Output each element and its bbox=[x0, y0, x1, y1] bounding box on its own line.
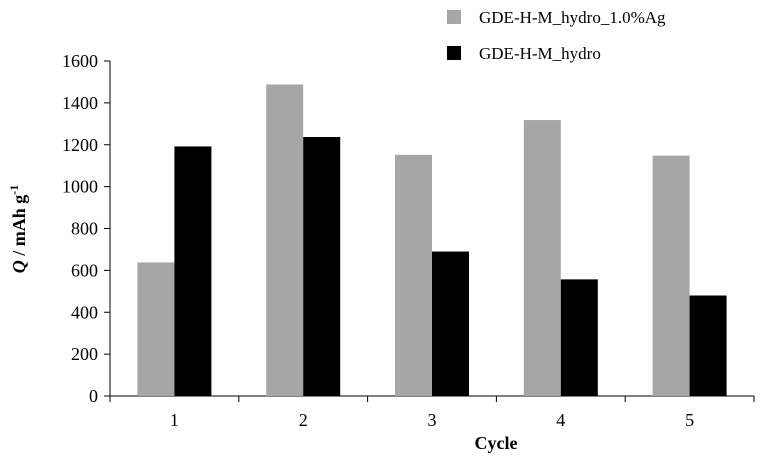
legend-swatch bbox=[447, 10, 461, 24]
legend-label: GDE-H-M_hydro_1.0%Ag bbox=[479, 8, 666, 27]
bar-hydro-series bbox=[560, 279, 598, 396]
bar-ag-series bbox=[652, 155, 690, 396]
x-axis: 1 2 3 4 5 bbox=[109, 395, 755, 430]
bar-hydro-series bbox=[303, 137, 341, 397]
y-tick-label: 200 bbox=[71, 344, 98, 364]
legend-label: GDE-H-M_hydro bbox=[479, 44, 601, 63]
x-tick-label: 1 bbox=[170, 410, 179, 430]
x-tick-label: 4 bbox=[556, 410, 565, 430]
y-tick-label: 1000 bbox=[62, 177, 98, 197]
bar-ag-series bbox=[266, 84, 304, 396]
y-axis: 0 200 400 600 800 1000 1200 1400 1600 bbox=[62, 51, 111, 406]
bar-hydro-series bbox=[432, 251, 469, 396]
x-tick-label: 2 bbox=[299, 410, 308, 430]
x-tick-label: 5 bbox=[685, 410, 694, 430]
bar-hydro-series bbox=[174, 146, 212, 396]
y-axis-title-unit: / mAh g bbox=[9, 195, 29, 261]
y-tick-label: 400 bbox=[71, 302, 98, 322]
y-tick-label: 800 bbox=[71, 219, 98, 239]
y-tick-label: 0 bbox=[89, 386, 98, 406]
y-axis-title-exponent: -1 bbox=[7, 185, 21, 195]
bar-ag-series bbox=[395, 154, 432, 396]
y-axis-title: Q / mAh g-1 bbox=[7, 185, 29, 274]
y-tick-label: 600 bbox=[71, 260, 98, 280]
bar-ag-series bbox=[523, 120, 561, 396]
bars bbox=[137, 84, 727, 397]
legend-swatch bbox=[447, 46, 461, 60]
y-tick-label: 1600 bbox=[62, 51, 98, 71]
x-tick-label: 3 bbox=[428, 410, 437, 430]
y-tick-label: 1200 bbox=[62, 135, 98, 155]
x-axis-title: Cycle bbox=[475, 433, 518, 453]
y-axis-title-symbol: Q bbox=[9, 260, 29, 273]
legend: GDE-H-M_hydro_1.0%Ag GDE-H-M_hydro bbox=[447, 8, 666, 63]
y-tick-label: 1400 bbox=[62, 93, 98, 113]
bar-hydro-series bbox=[689, 295, 727, 396]
bar-ag-series bbox=[137, 262, 175, 396]
